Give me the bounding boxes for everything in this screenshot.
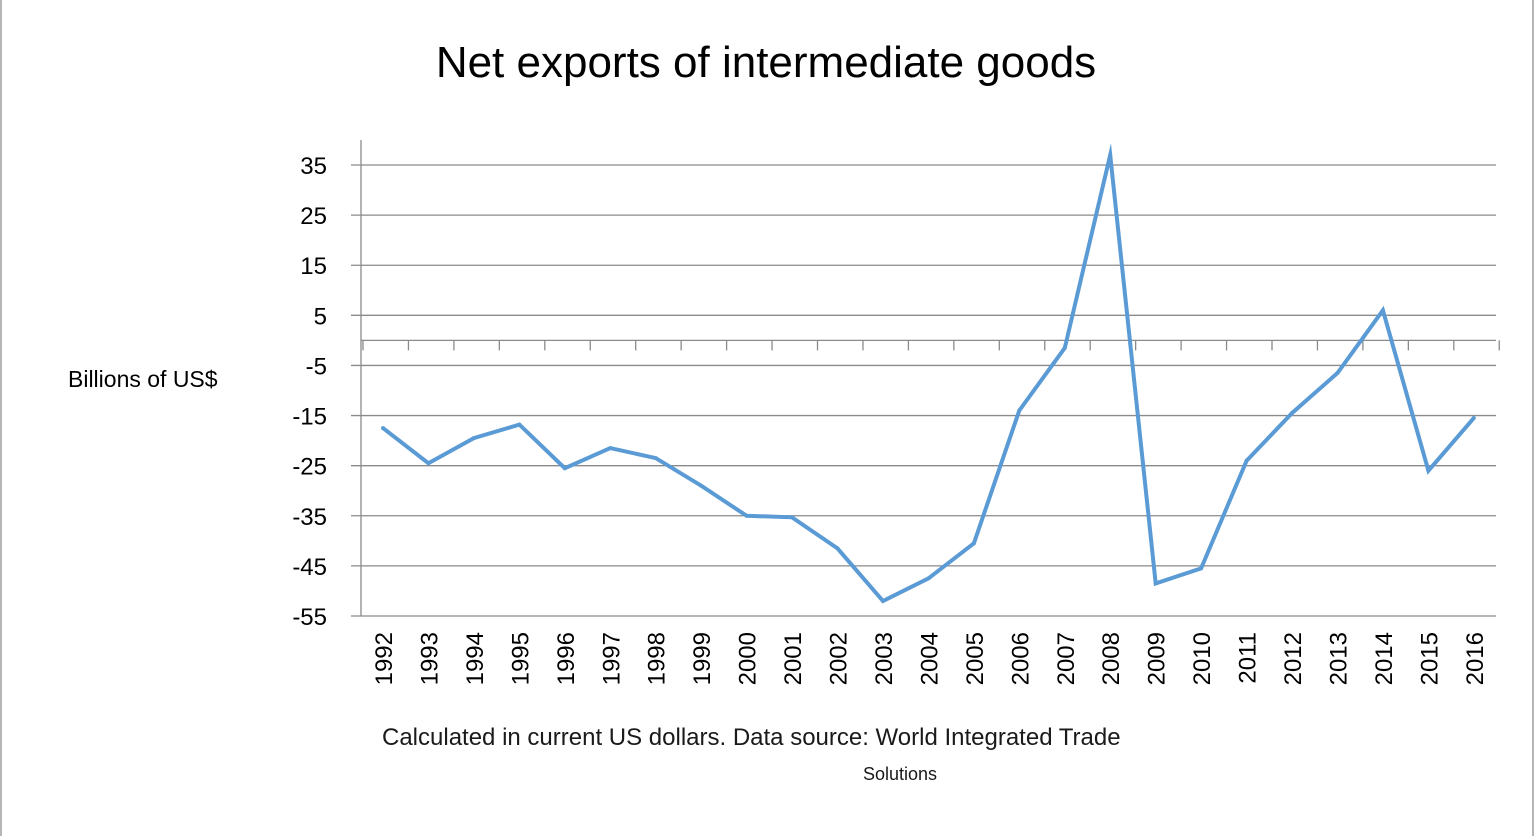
y-axis-label: Billions of US$ bbox=[68, 366, 218, 392]
x-tick-label: 2011 bbox=[1235, 632, 1262, 684]
x-tick-label: 2012 bbox=[1280, 632, 1307, 685]
x-tick-label: 2004 bbox=[916, 632, 943, 685]
y-tick-label: 5 bbox=[314, 303, 327, 330]
series-line bbox=[381, 143, 1476, 604]
x-tick-label: 1994 bbox=[462, 632, 489, 685]
data-point bbox=[1017, 408, 1022, 413]
x-tick-label: 2009 bbox=[1144, 632, 1171, 685]
y-tick-label: -55 bbox=[292, 604, 327, 631]
y-tick-label: -45 bbox=[292, 554, 327, 581]
data-point bbox=[1108, 152, 1113, 157]
data-point bbox=[1062, 345, 1067, 350]
x-tick-label: 2013 bbox=[1325, 632, 1352, 685]
y-tick-label: -35 bbox=[292, 504, 327, 531]
data-point bbox=[835, 546, 840, 551]
data-point bbox=[1199, 566, 1204, 571]
x-tick-label: 2006 bbox=[1007, 632, 1034, 685]
data-point bbox=[1290, 411, 1294, 416]
x-tick-label: 1997 bbox=[598, 632, 625, 685]
x-tick-label: 2010 bbox=[1189, 632, 1216, 685]
data-point bbox=[880, 598, 885, 603]
x-tick-label: 2007 bbox=[1053, 632, 1080, 685]
data-point bbox=[926, 576, 931, 581]
y-tick-labels: 35 25 15 5 -5 -15 -25 -35 -45 -55 bbox=[292, 153, 327, 631]
source-note-continued: Solutions bbox=[863, 764, 937, 784]
data-point bbox=[699, 483, 704, 488]
chart-title: Net exports of intermediate goods bbox=[436, 38, 1096, 87]
x-tick-label: 2003 bbox=[871, 632, 898, 685]
x-tick-label: 2016 bbox=[1462, 632, 1489, 685]
data-point bbox=[1244, 458, 1249, 463]
data-point bbox=[971, 541, 976, 546]
data-point bbox=[1471, 416, 1476, 421]
data-point bbox=[1335, 370, 1340, 375]
gridlines bbox=[351, 164, 1496, 617]
data-point bbox=[562, 466, 567, 471]
y-tick-label: -25 bbox=[292, 454, 327, 481]
y-tick-label: 25 bbox=[300, 203, 327, 230]
x-tick-label: 1995 bbox=[507, 632, 534, 685]
data-point bbox=[1380, 308, 1385, 313]
y-tick-label: -5 bbox=[306, 353, 327, 380]
x-tick-label: 1992 bbox=[371, 632, 398, 685]
x-tick-label: 1998 bbox=[644, 632, 671, 685]
source-note: Calculated in current US dollars. Data s… bbox=[382, 724, 1121, 751]
x-tick-label: 2001 bbox=[780, 632, 807, 685]
x-tick-label: 2005 bbox=[962, 632, 989, 685]
data-point bbox=[1426, 468, 1431, 473]
x-tick-label: 2014 bbox=[1371, 632, 1398, 685]
data-point bbox=[1153, 581, 1158, 586]
x-tick-label: 1999 bbox=[689, 632, 716, 685]
y-tick-label: -15 bbox=[292, 404, 327, 431]
y-tick-label: 35 bbox=[300, 153, 327, 180]
x-tick-label: 1993 bbox=[416, 632, 443, 685]
data-point bbox=[426, 461, 431, 466]
y-tick-label: 15 bbox=[300, 253, 327, 280]
x-tick-label: 2000 bbox=[735, 632, 762, 685]
x-tick-label: 2002 bbox=[826, 632, 853, 685]
data-point bbox=[517, 422, 522, 427]
data-point bbox=[608, 446, 613, 451]
data-point bbox=[653, 456, 658, 461]
data-point bbox=[744, 513, 749, 518]
series bbox=[381, 143, 1476, 604]
axes bbox=[360, 140, 1500, 616]
data-point bbox=[381, 426, 385, 431]
x-tick-label: 1996 bbox=[553, 632, 580, 685]
data-point bbox=[790, 515, 795, 520]
data-point bbox=[471, 436, 476, 441]
x-tick-label: 2008 bbox=[1098, 632, 1125, 685]
x-tick-labels: 1992 1993 1994 1995 1996 1997 1998 1999 2000 2001… bbox=[371, 632, 1489, 685]
x-tick-label: 2015 bbox=[1416, 632, 1443, 685]
